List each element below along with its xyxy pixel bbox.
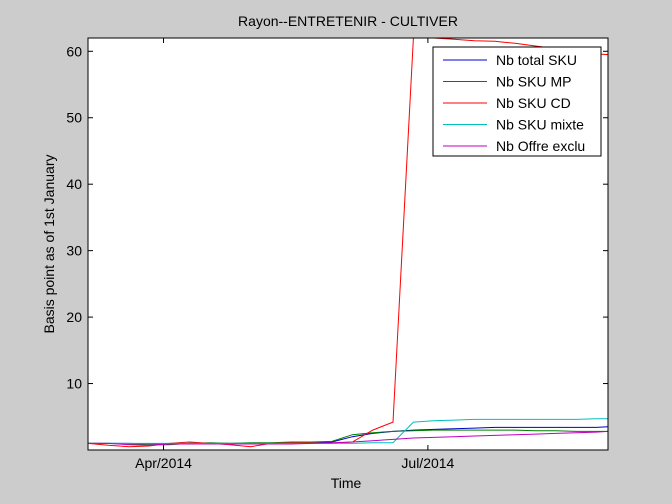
y-tick-label-40: 40 bbox=[66, 176, 82, 192]
x-tick-label-2: Jul/2014 bbox=[401, 455, 454, 471]
series-layer bbox=[87, 37, 609, 448]
legend: Nb total SKU Nb SKU MP Nb SKU CD Nb SKU mix… bbox=[432, 46, 602, 157]
y-tick-label-20: 20 bbox=[66, 309, 82, 325]
legend-box bbox=[432, 46, 602, 157]
legend-label-4: Nb SKU mixte bbox=[496, 117, 584, 133]
legend-label-2: Nb SKU MP bbox=[496, 74, 571, 90]
y-tick-label-50: 50 bbox=[66, 110, 82, 126]
x-tick-label-1: Apr/2014 bbox=[135, 455, 192, 471]
y-tick-label-60: 60 bbox=[66, 43, 82, 59]
legend-label-1: Nb total SKU bbox=[496, 52, 577, 68]
ticks-layer: 10 20 30 40 50 60 Apr/2014 Jul/2014 bbox=[66, 38, 608, 471]
y-tick-label-30: 30 bbox=[66, 243, 82, 259]
chart-title: Rayon--ENTRETENIR - CULTIVER bbox=[238, 13, 458, 29]
axes-box bbox=[87, 37, 609, 451]
y-axis-label: Basis point as of 1st January bbox=[41, 155, 57, 334]
series-line-4 bbox=[88, 418, 608, 444]
y-tick-label-10: 10 bbox=[66, 376, 82, 392]
x-axis-label: Time bbox=[331, 475, 362, 491]
series-line-5 bbox=[88, 430, 609, 446]
legend-label-5: Nb Offre exclu bbox=[496, 138, 585, 154]
legend-label-3: Nb SKU CD bbox=[496, 95, 571, 111]
